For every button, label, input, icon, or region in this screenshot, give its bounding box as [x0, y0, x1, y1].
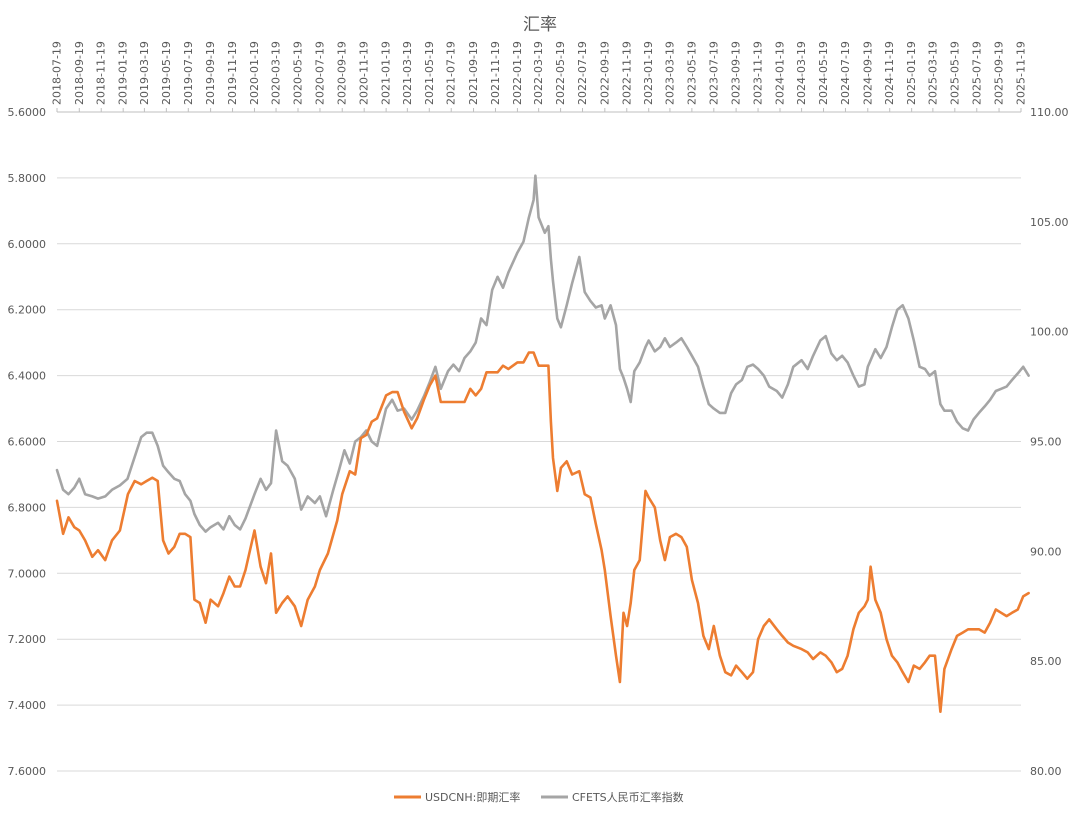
x-tick-label: 2024-01-19 [774, 41, 787, 105]
left-axis-tick-label: 5.6000 [8, 106, 47, 119]
left-axis-tick-label: 6.2000 [8, 304, 47, 317]
x-tick-label: 2025-03-19 [926, 41, 939, 105]
x-tick-label: 2025-05-19 [948, 41, 961, 105]
x-tick-label: 2019-05-19 [160, 41, 173, 105]
x-tick-label: 2021-11-19 [489, 41, 502, 105]
x-tick-label: 2022-11-19 [620, 41, 633, 105]
x-tick-label: 2021-05-19 [423, 41, 436, 105]
left-axis-tick-label: 7.6000 [8, 765, 47, 778]
x-tick-label: 2021-09-19 [467, 41, 480, 105]
right-axis-tick-label: 110.00 [1030, 106, 1069, 119]
x-tick-label: 2020-05-19 [292, 41, 305, 105]
right-axis-tick-label: 80.00 [1030, 765, 1062, 778]
x-tick-label: 2020-09-19 [336, 41, 349, 105]
left-axis-tick-label: 6.6000 [8, 436, 47, 449]
x-tick-label: 2019-01-19 [117, 41, 130, 105]
legend-label-usdcnh: USDCNH:即期汇率 [425, 790, 520, 804]
right-axis-tick-label: 100.00 [1030, 326, 1069, 339]
right-axis-tick-labels: 110.00 105.00 100.00 95.00 90.00 85.00 80.00 [1030, 106, 1069, 778]
x-tick-label: 2020-01-19 [248, 41, 261, 105]
x-tick-label: 2022-09-19 [598, 41, 611, 105]
x-tick-label: 2021-01-19 [380, 41, 393, 105]
x-tick-label: 2019-09-19 [204, 41, 217, 105]
x-tick-label: 2019-03-19 [138, 41, 151, 105]
series-line-usdcnh [55, 351, 1030, 713]
x-tick-label: 2024-09-19 [861, 41, 874, 105]
series-layer [55, 174, 1030, 713]
legend: USDCNH:即期汇率 CFETS人民币汇率指数 [394, 790, 684, 804]
x-tick-label: 2024-11-19 [883, 41, 896, 105]
x-tick-label: 2022-03-19 [532, 41, 545, 105]
chart-title: 汇率 [523, 15, 557, 35]
x-tick-label: 2025-07-19 [970, 41, 983, 105]
x-tick-label: 2018-11-19 [95, 41, 108, 105]
x-tick-label: 2019-11-19 [226, 41, 239, 105]
left-axis-tick-label: 6.0000 [8, 238, 47, 251]
x-tick-label: 2025-01-19 [905, 41, 918, 105]
legend-label-cfets: CFETS人民币汇率指数 [572, 790, 684, 804]
left-axis-tick-label: 6.4000 [8, 370, 47, 383]
x-tick-label: 2023-11-19 [752, 41, 765, 105]
left-axis-tick-labels: 5.6000 5.8000 6.0000 6.2000 6.4000 6.6000 6.80… [8, 106, 47, 778]
x-tick-label: 2020-11-19 [358, 41, 371, 105]
x-tick-label: 2022-07-19 [576, 41, 589, 105]
x-tick-label: 2025-11-19 [1015, 41, 1028, 105]
x-tick-label: 2020-03-19 [270, 41, 283, 105]
x-tick-label: 2024-03-19 [795, 41, 808, 105]
x-tick-label: 2022-01-19 [511, 41, 524, 105]
left-axis-tick-label: 7.2000 [8, 633, 47, 646]
right-axis-tick-label: 95.00 [1030, 436, 1062, 449]
right-axis-tick-label: 90.00 [1030, 545, 1062, 558]
x-tick-labels: 2018-07-19 2018-09-19 2018-11-19 2019-01-19… [51, 41, 1028, 113]
series-line-cfets [55, 174, 1030, 533]
x-tick-label: 2020-07-19 [313, 41, 326, 105]
x-tick-label: 2024-07-19 [839, 41, 852, 105]
x-tick-label: 2018-07-19 [51, 41, 64, 105]
x-tick-label: 2023-03-19 [663, 41, 676, 105]
x-tick-label: 2021-03-19 [401, 41, 414, 105]
x-tick-label: 2019-07-19 [182, 41, 195, 105]
x-tick-label: 2023-05-19 [685, 41, 698, 105]
x-tick-label: 2023-01-19 [642, 41, 655, 105]
grid-layer [57, 111, 1021, 772]
x-tick-label: 2025-09-19 [993, 41, 1006, 105]
x-tick-label: 2023-09-19 [730, 41, 743, 105]
right-axis-tick-label: 85.00 [1030, 655, 1062, 668]
left-axis-tick-label: 5.8000 [8, 172, 47, 185]
left-axis-tick-label: 7.4000 [8, 699, 47, 712]
x-tick-label: 2018-09-19 [73, 41, 86, 105]
left-axis-tick-label: 7.0000 [8, 567, 47, 580]
left-axis-tick-label: 6.8000 [8, 501, 47, 514]
right-axis-tick-label: 105.00 [1030, 216, 1069, 229]
x-tick-label: 2024-05-19 [817, 41, 830, 105]
x-tick-label: 2022-05-19 [554, 41, 567, 105]
x-tick-label: 2021-07-19 [445, 41, 458, 105]
x-tick-label: 2023-07-19 [707, 41, 720, 105]
